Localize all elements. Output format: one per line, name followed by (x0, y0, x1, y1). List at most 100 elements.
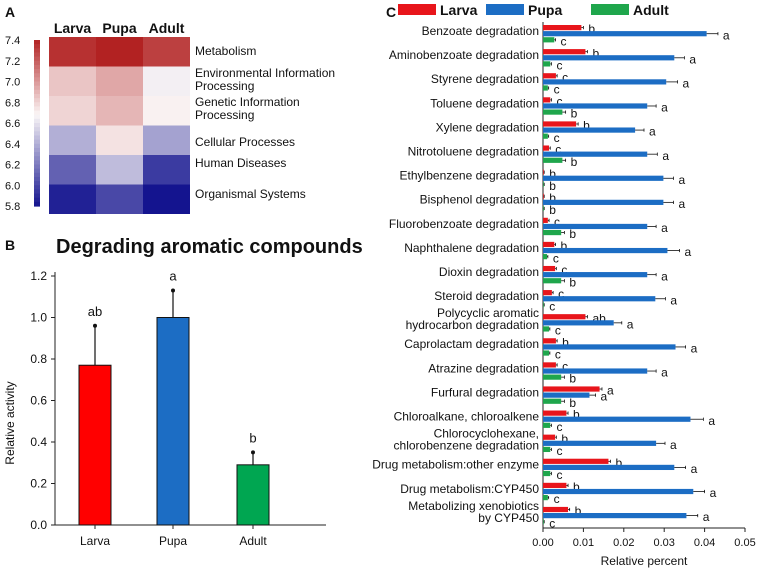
significance-letter: b (549, 191, 556, 205)
bar-pupa (543, 127, 636, 133)
bar-adult (543, 519, 544, 525)
colorbar-step (34, 52, 40, 58)
significance-letter: b (588, 22, 595, 36)
colorbar-step (34, 156, 40, 161)
heatmap-cell (143, 37, 190, 67)
bar-larva (543, 49, 586, 55)
significance-letter: b (573, 480, 580, 494)
significance-letter: c (555, 324, 561, 338)
bar-adult (543, 181, 544, 187)
bar (78, 364, 112, 526)
colorbar-step (34, 152, 40, 157)
colorbar-step (34, 106, 40, 112)
colorbar-step (34, 131, 40, 137)
heatmap-cell (49, 184, 96, 214)
bar-adult (543, 326, 550, 332)
heatmap-row-label: Metabolism (195, 44, 256, 58)
significance-letter: a (689, 52, 696, 66)
heatmap-cell (96, 184, 143, 214)
bar-pupa (543, 55, 675, 61)
heatmap-cell (143, 125, 190, 155)
category-label: hydrocarbon degradation (406, 318, 539, 332)
bar-larva (543, 290, 552, 296)
significance-letter: a (607, 384, 614, 398)
error-cap (93, 323, 97, 328)
category-label: Drug metabolism:other enzyme (372, 458, 539, 472)
heatmap-cell (143, 96, 190, 126)
significance-letter: c (556, 94, 562, 108)
significance-letter: b (549, 203, 556, 217)
bar-adult (543, 205, 544, 212)
y-tick-label: 1.0 (30, 311, 47, 325)
panel-b-ylabel: Relative activity (3, 381, 17, 464)
legend-swatch (486, 4, 524, 15)
bar-pupa (543, 368, 648, 374)
bar-larva (543, 145, 550, 151)
colorbar-step (34, 102, 40, 107)
colorbar-step (34, 114, 40, 120)
bar-larva (543, 169, 544, 175)
significance-letter: a (685, 245, 692, 259)
significance-letter: c (554, 215, 560, 229)
significance-letter: c (549, 299, 555, 313)
colorbar-step (34, 56, 40, 62)
bar-larva (543, 314, 586, 320)
colorbar-step (34, 143, 40, 149)
colorbar-step (34, 40, 40, 45)
category-label: Fluorobenzoate degradation (389, 217, 539, 231)
colorbar-step (34, 172, 40, 178)
panel-c-legend: Larva Pupa Adult (398, 2, 669, 18)
colorbar-step (34, 110, 40, 116)
bar-adult (543, 446, 551, 453)
colorbar-step (34, 93, 40, 99)
bar-adult (543, 495, 548, 501)
heatmap-cell (49, 37, 96, 67)
bar-pupa (543, 223, 648, 230)
category-label: Caprolactam degradation (404, 337, 539, 351)
significance-letter: b (562, 335, 569, 349)
error-cap (171, 288, 175, 293)
colorbar-step (34, 168, 40, 174)
colorbar-step (34, 164, 40, 170)
heatmap-row-label: Genetic Information Processing (195, 95, 300, 122)
significance-letter: c (561, 34, 567, 48)
significance-letter: b (571, 155, 578, 169)
colorbar-tick-label: 6.6 (5, 118, 20, 130)
bar-adult (543, 157, 563, 163)
significance-letter: c (555, 348, 561, 362)
significance-letter: b (615, 456, 622, 470)
bar-adult (543, 109, 563, 115)
significance-letter: a (670, 293, 677, 307)
colorbar-step (34, 189, 40, 195)
bar-larva (543, 506, 569, 513)
colorbar-step (34, 64, 40, 70)
bar-pupa (543, 513, 687, 519)
heatmap-cell (49, 155, 96, 185)
colorbar-tick-label: 5.8 (5, 201, 20, 213)
bar-adult (543, 398, 562, 404)
significance-letter: b (592, 46, 599, 60)
heatmap: Larva Pupa Adult Metabolism Environmental In… (49, 20, 335, 214)
bar-pupa (543, 464, 675, 471)
significance-letter: a (649, 125, 656, 139)
category-label: Xylene degradation (436, 120, 539, 134)
colorbar-step (34, 60, 40, 66)
colorbar-step (34, 176, 40, 182)
colorbar-step (34, 48, 40, 54)
category-label: Drug metabolism:CYP450 (400, 482, 539, 496)
bar-adult (543, 350, 550, 356)
significance-letter: b (573, 408, 580, 422)
panel-b-title: Degrading aromatic compounds (56, 236, 363, 258)
colorbar-step (34, 185, 40, 190)
significance-letter: a (723, 28, 730, 42)
significance-letter: c (556, 468, 562, 482)
heatmap-cell (49, 125, 96, 155)
significance-letter: b (583, 119, 590, 133)
bar-larva (543, 482, 567, 489)
bar-adult (543, 37, 555, 43)
colorbar-step (34, 98, 40, 103)
bar-larva (543, 362, 556, 368)
bar-larva (543, 193, 544, 199)
colorbar-step (34, 77, 40, 83)
category-label: Nitrotoluene degradation (408, 144, 539, 158)
